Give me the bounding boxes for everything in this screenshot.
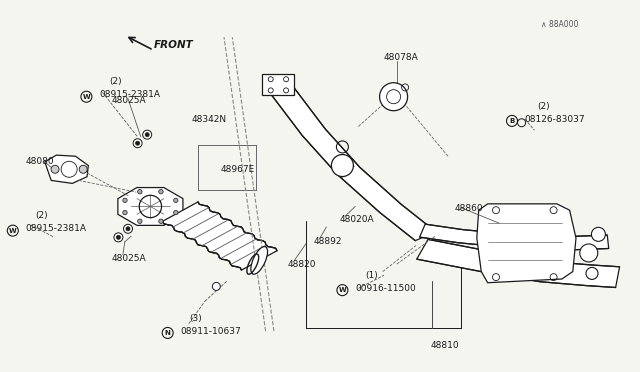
Circle shape [580, 244, 598, 262]
Text: B: B [509, 118, 515, 124]
Text: 00916-11500: 00916-11500 [355, 284, 416, 293]
Circle shape [51, 165, 59, 173]
Circle shape [126, 227, 130, 231]
Text: 48025A: 48025A [112, 96, 147, 105]
Polygon shape [267, 83, 436, 241]
Text: 48025A: 48025A [112, 254, 147, 263]
Circle shape [138, 189, 142, 194]
Text: W: W [9, 228, 17, 234]
Text: 48810: 48810 [430, 341, 459, 350]
Circle shape [173, 198, 178, 202]
Polygon shape [118, 187, 183, 225]
Polygon shape [417, 239, 620, 288]
Circle shape [79, 165, 87, 173]
Circle shape [212, 282, 220, 291]
Text: 48078A: 48078A [384, 53, 419, 62]
Text: W: W [83, 94, 90, 100]
Polygon shape [420, 224, 609, 250]
Polygon shape [262, 74, 294, 95]
Circle shape [332, 154, 353, 177]
Polygon shape [45, 155, 88, 183]
Text: (2): (2) [109, 77, 122, 86]
Text: 48967E: 48967E [221, 165, 255, 174]
Circle shape [173, 211, 178, 215]
Text: ∧ 88A000: ∧ 88A000 [541, 20, 578, 29]
Text: 48820: 48820 [287, 260, 316, 269]
Circle shape [380, 83, 408, 111]
Text: 08915-2381A: 08915-2381A [26, 224, 86, 233]
Circle shape [136, 141, 140, 145]
Text: FRONT: FRONT [154, 40, 193, 49]
Circle shape [145, 133, 149, 137]
Text: 48860: 48860 [454, 204, 483, 213]
Text: (3): (3) [189, 314, 202, 323]
Circle shape [591, 227, 605, 241]
Text: 48080: 48080 [26, 157, 54, 166]
Polygon shape [477, 204, 576, 283]
Text: 08126-83037: 08126-83037 [525, 115, 586, 124]
Text: 48342N: 48342N [192, 115, 227, 124]
Text: (1): (1) [365, 271, 378, 280]
Circle shape [123, 211, 127, 215]
Polygon shape [163, 202, 277, 270]
Circle shape [159, 189, 163, 194]
Circle shape [138, 219, 142, 224]
Circle shape [159, 219, 163, 224]
Text: 48020A: 48020A [339, 215, 374, 224]
Text: (2): (2) [538, 102, 550, 110]
Text: (2): (2) [35, 211, 48, 220]
Text: 48892: 48892 [314, 237, 342, 246]
Text: W: W [339, 287, 346, 293]
Ellipse shape [251, 247, 268, 274]
Text: N: N [164, 330, 171, 336]
Text: 08911-10637: 08911-10637 [180, 327, 241, 336]
Circle shape [116, 235, 120, 239]
Circle shape [586, 267, 598, 279]
Circle shape [123, 198, 127, 202]
Text: 08915-2381A: 08915-2381A [99, 90, 160, 99]
